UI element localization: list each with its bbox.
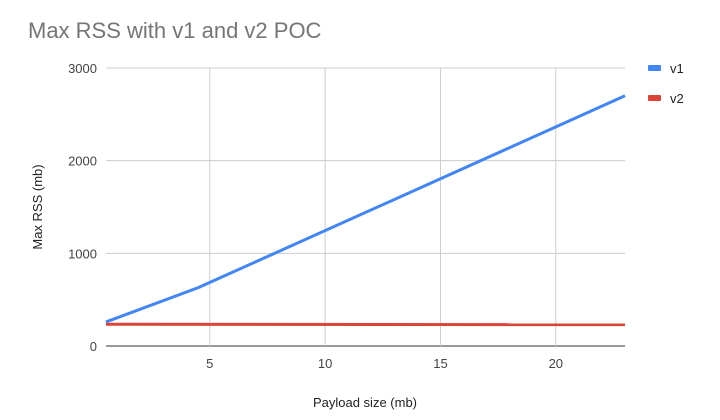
y-tick-label: 3000 — [68, 61, 97, 76]
legend-swatch-v1 — [648, 65, 661, 71]
x-tick-label: 15 — [433, 356, 447, 371]
chart-title: Max RSS with v1 and v2 POC — [28, 18, 322, 43]
y-tick-label: 1000 — [68, 246, 97, 261]
legend-label-v1: v1 — [670, 61, 684, 76]
x-tick-label: 20 — [549, 356, 563, 371]
series-layer — [105, 94, 626, 327]
x-tick-label: 10 — [318, 356, 332, 371]
legend-label-v2: v2 — [670, 91, 684, 106]
y-axis-label: Max RSS (mb) — [30, 164, 45, 249]
y-tick-label: 2000 — [68, 154, 97, 169]
x-axis-ticks: 5 10 15 20 — [206, 356, 563, 371]
grid — [106, 67, 625, 347]
y-axis-ticks: 0 1000 2000 3000 — [68, 61, 97, 354]
x-axis-label: Payload size (mb) — [313, 395, 417, 410]
legend: v1 v2 — [648, 61, 684, 106]
x-tick-label: 5 — [206, 356, 213, 371]
y-tick-label: 0 — [90, 339, 97, 354]
series-line-v1 — [105, 94, 626, 324]
legend-swatch-v2 — [648, 95, 661, 101]
